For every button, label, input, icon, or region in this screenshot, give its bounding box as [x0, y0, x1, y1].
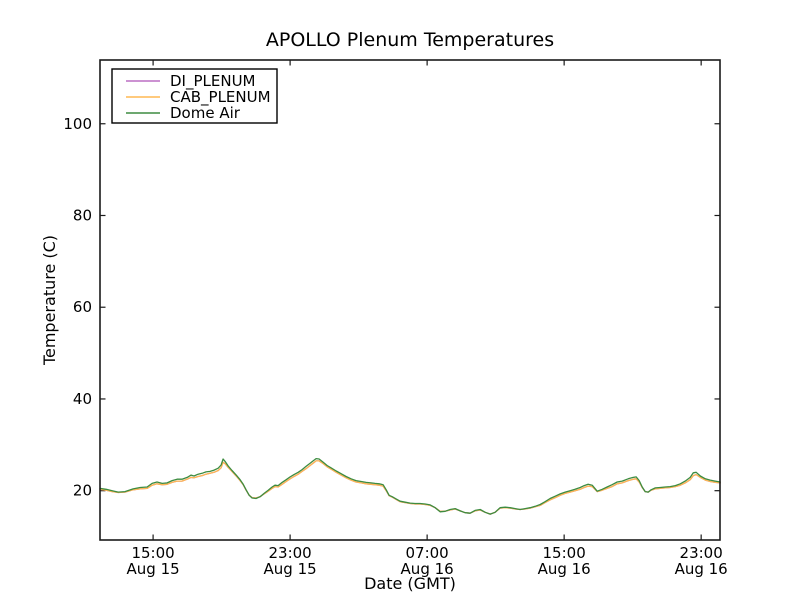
x-tick-label-date: Aug 16: [675, 560, 728, 578]
x-tick-label-time: 15:00: [131, 544, 174, 562]
y-tick-label: 60: [73, 298, 92, 316]
x-tick-label-date: Aug 15: [127, 560, 180, 578]
y-tick-label: 100: [63, 115, 92, 133]
x-tick-label-time: 07:00: [406, 544, 449, 562]
legend-label-cab-plenum: CAB_PLENUM: [170, 88, 271, 107]
series-line-di-plenum: [99, 460, 721, 515]
x-axis-label: Date (GMT): [364, 574, 456, 593]
series-line-dome-air: [99, 457, 721, 515]
x-tick-label-date: Aug 15: [264, 560, 317, 578]
x-tick-label-time: 23:00: [268, 544, 311, 562]
plot-area-border: [99, 59, 721, 541]
legend-box: DI_PLENUM CAB_PLENUM Dome Air: [111, 68, 278, 124]
legend-label-di-plenum: DI_PLENUM: [170, 72, 256, 91]
legend-label-dome-air: Dome Air: [170, 104, 241, 122]
y-tick-label: 20: [73, 482, 92, 500]
x-tick-label-date: Aug 16: [538, 560, 591, 578]
series-line-cab-plenum: [99, 460, 721, 515]
x-tick-label-time: 23:00: [680, 544, 723, 562]
x-tick-label-date: Aug 16: [401, 560, 454, 578]
y-tick-label: 80: [73, 206, 92, 224]
y-axis-label: Temperature (C): [40, 235, 59, 366]
data-series: [99, 457, 721, 515]
chart-title: APOLLO Plenum Temperatures: [266, 29, 554, 51]
legend-frame: [111, 68, 278, 124]
y-tick-label: 40: [73, 390, 92, 408]
x-tick-label-time: 15:00: [543, 544, 586, 562]
